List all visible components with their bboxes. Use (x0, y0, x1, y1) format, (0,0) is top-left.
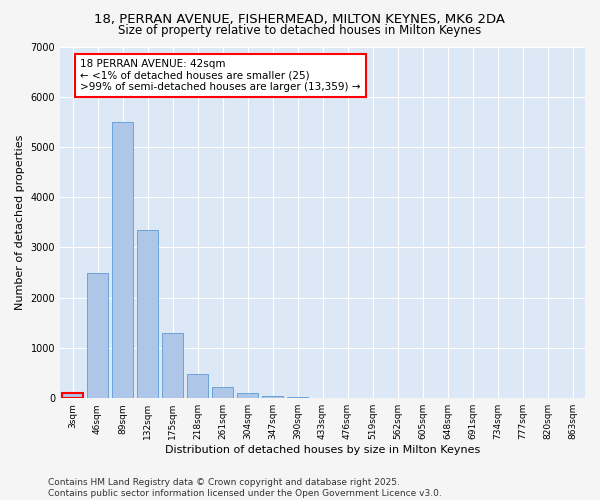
Bar (237, 393, 258, 398)
Bar (212, 387, 233, 398)
Bar (112, 122, 133, 398)
Text: Contains HM Land Registry data © Crown copyright and database right 2025.
Contai: Contains HM Land Registry data © Crown c… (48, 478, 442, 498)
Bar (187, 374, 208, 398)
Y-axis label: Number of detached properties: Number of detached properties (15, 134, 25, 310)
Bar (62, 393, 83, 398)
Bar (137, 230, 158, 398)
Text: 18, PERRAN AVENUE, FISHERMEAD, MILTON KEYNES, MK6 2DA: 18, PERRAN AVENUE, FISHERMEAD, MILTON KE… (95, 12, 505, 26)
Bar (162, 333, 183, 398)
Bar (87, 272, 108, 398)
Text: Size of property relative to detached houses in Milton Keynes: Size of property relative to detached ho… (118, 24, 482, 37)
Bar (287, 397, 308, 398)
Text: 18 PERRAN AVENUE: 42sqm
← <1% of detached houses are smaller (25)
>99% of semi-d: 18 PERRAN AVENUE: 42sqm ← <1% of detache… (80, 59, 361, 92)
Bar (262, 396, 283, 398)
X-axis label: Distribution of detached houses by size in Milton Keynes: Distribution of detached houses by size … (165, 445, 480, 455)
